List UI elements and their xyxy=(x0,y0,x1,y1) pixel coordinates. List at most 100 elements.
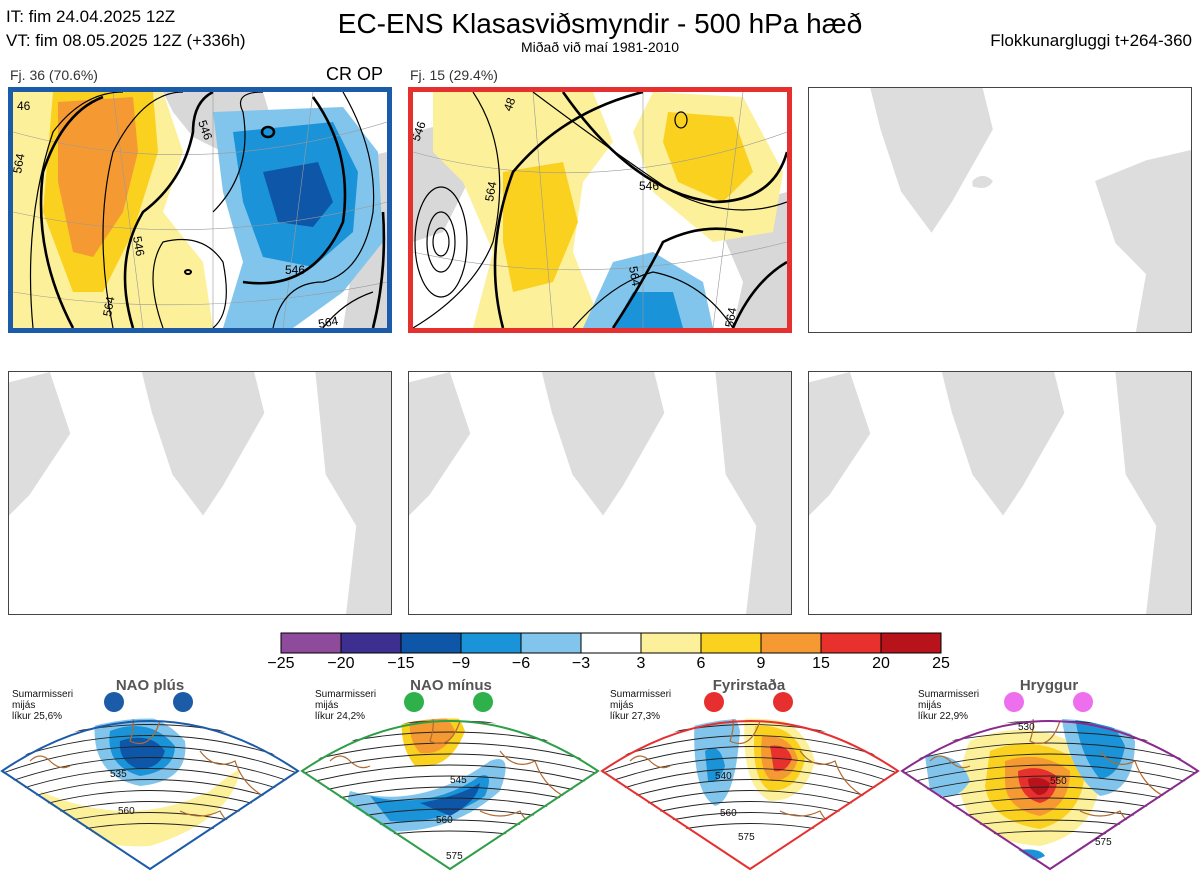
regime-nao-minus: 545 560 575 xyxy=(300,671,600,871)
contour-label: 564 xyxy=(13,152,27,174)
height-contour xyxy=(600,757,900,786)
contour-label: 560 xyxy=(720,808,737,819)
cluster-2-label: Fj. 15 (29.4%) xyxy=(410,67,498,83)
colorbar-tick: 20 xyxy=(872,655,890,672)
positive-anomaly-mid xyxy=(503,162,578,292)
contour-label: 48 xyxy=(501,95,519,113)
regime-title: Hryggur xyxy=(1019,677,1079,694)
anomaly-region xyxy=(1075,718,1125,779)
cluster-2-map: 546 564 564 546 564 48 xyxy=(408,87,792,333)
contour-label: 546 xyxy=(195,118,215,142)
negative-anomaly-strong xyxy=(263,162,333,227)
height-contour xyxy=(0,757,300,786)
init-time: IT: fim 24.04.2025 12Z xyxy=(6,7,176,26)
regime-dot xyxy=(404,692,424,712)
height-contour xyxy=(600,746,900,775)
contour-label: 564 xyxy=(100,295,117,317)
empty-map xyxy=(808,371,1192,615)
cluster-1-map: 546 564 564 546 546 564 46 xyxy=(8,87,392,333)
empty-map xyxy=(8,371,392,615)
contour-label: 46 xyxy=(17,99,31,113)
anomaly-region xyxy=(119,737,165,769)
regime-dot xyxy=(773,692,793,712)
colorbar-tick: 3 xyxy=(636,655,646,672)
contour-label: 575 xyxy=(738,832,755,843)
colorbar-tick: −9 xyxy=(451,655,471,672)
colorbar-cell xyxy=(460,632,522,654)
colorbar-tick: −3 xyxy=(571,655,591,672)
colorbar-cell xyxy=(700,632,762,654)
coastline xyxy=(929,718,1176,825)
colorbar-cell xyxy=(520,632,582,654)
regime-dot xyxy=(104,692,124,712)
colorbar-cell xyxy=(640,632,702,654)
height-contour xyxy=(600,779,900,808)
height-contour xyxy=(0,768,300,797)
height-contour xyxy=(900,753,1200,775)
contour-label: 564 xyxy=(317,314,339,328)
colorbar-cell xyxy=(340,632,402,654)
contour-label: 560 xyxy=(436,815,453,826)
colorbar-cell xyxy=(400,632,462,654)
regime-outline xyxy=(0,720,300,871)
regime-dot xyxy=(473,692,493,712)
cluster-2-map-svg: 546 564 564 546 564 48 xyxy=(413,92,787,328)
cluster-1-tag: CR OP xyxy=(326,64,384,84)
regime-info: Sumarmisseri mijás líkur 27,3% xyxy=(610,689,672,722)
coastline xyxy=(29,718,276,825)
colorbar-tick: 25 xyxy=(932,655,950,672)
coastline xyxy=(329,718,576,825)
height-contour xyxy=(900,742,1200,764)
colorbar-tick: 15 xyxy=(812,655,830,672)
colorbar-tick: −6 xyxy=(511,655,531,672)
contour-label: 535 xyxy=(110,769,127,780)
regime-outline xyxy=(300,720,600,871)
regime-blocking: 540 560 575 xyxy=(600,671,900,871)
height-contour xyxy=(0,746,300,775)
colorbar-cell xyxy=(280,632,342,654)
regime-title: NAO plús xyxy=(115,677,185,694)
contour-label: 530 xyxy=(1018,722,1035,733)
contour-label: 560 xyxy=(118,806,135,817)
colorbar-tick: 9 xyxy=(756,655,766,672)
regime-dot xyxy=(173,692,193,712)
colorbar-tick: −20 xyxy=(327,655,355,672)
anomaly-region xyxy=(1028,777,1050,795)
height-contour xyxy=(600,801,900,830)
classification-window: Flokkunargluggi t+264-360 xyxy=(990,31,1192,50)
contour-label: 564 xyxy=(482,180,499,202)
colorbar-tick: 6 xyxy=(696,655,706,672)
contour-label: 550 xyxy=(1050,776,1067,787)
contour-label: 575 xyxy=(446,851,463,862)
page-subtitle: Miðað við maí 1981-2010 xyxy=(521,39,679,55)
colorbar-cell xyxy=(760,632,822,654)
height-contour xyxy=(600,790,900,819)
positive-anomaly-mid-2 xyxy=(663,112,753,202)
empty-map xyxy=(808,87,1192,333)
regime-outline xyxy=(600,720,900,871)
height-contour xyxy=(300,742,600,764)
anomaly-region xyxy=(705,748,725,782)
colorbar-cell xyxy=(880,632,942,654)
regime-dot xyxy=(704,692,724,712)
anomaly-region xyxy=(40,770,240,847)
contour-label: 575 xyxy=(1095,837,1112,848)
anomaly-region xyxy=(420,783,480,816)
contour-label: 564 xyxy=(626,265,643,287)
height-contour xyxy=(600,735,900,764)
height-contour xyxy=(600,768,900,797)
positive-anomaly-strong xyxy=(58,97,138,257)
valid-time: VT: fim 08.05.2025 12Z (+336h) xyxy=(6,31,246,50)
height-contour xyxy=(900,764,1200,786)
regime-ridge: 530 550 575 xyxy=(900,671,1200,871)
regime-nao-plus: 535 560 xyxy=(0,671,300,871)
contour-label: 545 xyxy=(450,775,467,786)
regime-outline xyxy=(900,720,1200,871)
regime-info: Sumarmisseri mijás líkur 22,9% xyxy=(918,689,980,722)
regime-dot xyxy=(1004,692,1024,712)
colorbar-cell xyxy=(820,632,882,654)
page-title: EC-ENS Klasasviðsmyndir - 500 hPa hæð xyxy=(337,8,863,39)
regime-title: NAO mínus xyxy=(410,677,492,694)
contour-label: 546 xyxy=(639,179,659,193)
colorbar xyxy=(280,632,942,654)
